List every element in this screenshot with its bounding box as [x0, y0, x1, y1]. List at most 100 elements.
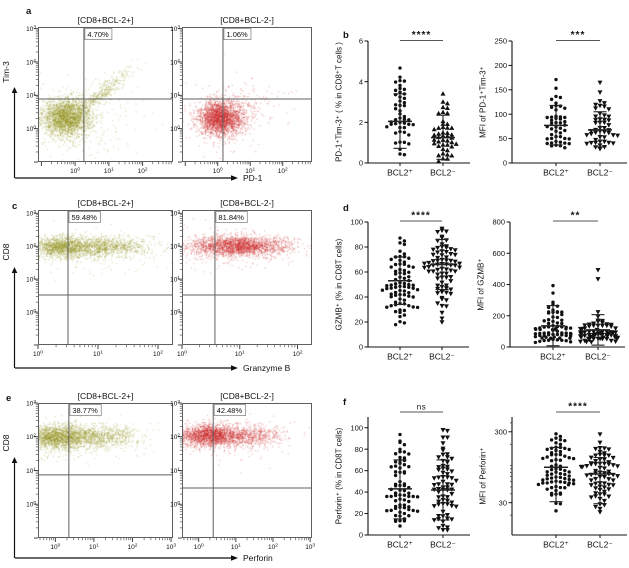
data-point [393, 484, 398, 488]
data-point [393, 285, 398, 289]
data-point [393, 513, 398, 518]
data-point [389, 283, 393, 287]
data-point [398, 152, 402, 156]
data-point [601, 120, 607, 126]
data-point [439, 235, 445, 241]
data-point [554, 432, 558, 436]
data-point [402, 262, 407, 267]
data-point [393, 107, 398, 111]
data-point [584, 133, 590, 138]
data-point [558, 117, 563, 121]
y-tick-label: 50 [499, 134, 507, 143]
data-point [402, 293, 407, 297]
x-tick-label: 102 [293, 350, 303, 359]
data-point [448, 252, 454, 257]
data-point [436, 482, 442, 487]
data-point [398, 450, 402, 454]
data-point [398, 524, 402, 528]
data-point [444, 130, 450, 135]
flow-plot-box [182, 27, 312, 162]
data-point [564, 327, 568, 331]
data-point [436, 152, 442, 158]
data-point [435, 250, 441, 255]
y-tick-label: 30 [499, 498, 507, 507]
data-point [402, 519, 407, 523]
data-point [549, 136, 554, 141]
data-point [444, 435, 450, 441]
data-point [599, 320, 605, 326]
data-point [440, 91, 446, 96]
data-point [444, 502, 450, 507]
data-point [601, 498, 607, 504]
data-point [380, 288, 385, 292]
data-point [563, 486, 567, 490]
data-point [402, 114, 407, 119]
data-point [393, 80, 398, 84]
data-point [606, 123, 612, 128]
data-point [393, 460, 398, 464]
x-tick-label: 102 [128, 543, 138, 552]
data-point [558, 471, 563, 476]
data-point [436, 495, 442, 500]
category-label: BCL2⁺ [387, 352, 413, 362]
data-point [606, 462, 612, 467]
data-point [411, 265, 415, 269]
quadrant-percent-value: 4.70% [87, 30, 109, 39]
data-point [440, 523, 446, 529]
data-point [549, 467, 554, 472]
data-point [608, 338, 614, 344]
data-point [443, 267, 449, 272]
x-tick-label: 102 [153, 350, 163, 359]
data-point [444, 100, 450, 106]
data-point [393, 272, 398, 276]
data-point [593, 140, 599, 146]
data-point [453, 504, 459, 510]
y-tick-label: 20 [355, 318, 363, 327]
data-point [435, 267, 441, 273]
data-point [444, 498, 450, 504]
data-point [545, 481, 549, 485]
data-point [398, 455, 402, 460]
quadrant-percent-value: 42.48% [217, 406, 243, 415]
panel-letter: d [343, 203, 349, 214]
data-point [436, 475, 442, 481]
data-point [444, 464, 450, 470]
quadrant-percent-value: 38.77% [72, 406, 98, 415]
data-point [606, 118, 612, 123]
significance-label: ns [417, 403, 426, 412]
data-point [444, 121, 450, 126]
quadrant-percent-box [69, 404, 102, 416]
data-point [549, 105, 554, 109]
data-point [563, 454, 567, 458]
data-point [407, 142, 411, 146]
y-tick-label: 102 [170, 242, 180, 251]
data-point [443, 298, 449, 303]
data-point [407, 122, 411, 126]
data-point [555, 310, 560, 314]
data-point [402, 456, 407, 460]
data-point [402, 308, 407, 313]
data-point [564, 338, 568, 343]
data-point [449, 144, 455, 149]
data-point [593, 461, 599, 467]
data-point [542, 331, 546, 335]
data-point [558, 131, 563, 135]
scatter-y-axis-label: MFI of Perforin⁺ [479, 447, 488, 504]
data-point [440, 435, 446, 440]
data-point [588, 340, 594, 345]
data-point [407, 264, 411, 268]
data-point [457, 265, 463, 271]
data-point [415, 509, 420, 513]
y-axis-arrowhead-icon [11, 87, 18, 93]
data-point [411, 494, 415, 499]
data-point [449, 492, 455, 497]
data-point [407, 275, 411, 279]
data-point [449, 482, 455, 488]
data-point [588, 140, 594, 146]
flow-dot-cloud-a-left [38, 27, 173, 162]
data-point [407, 499, 411, 504]
data-point [545, 141, 549, 146]
y-tick-label: 103 [26, 25, 36, 34]
data-point [546, 305, 551, 310]
data-point [601, 461, 607, 467]
